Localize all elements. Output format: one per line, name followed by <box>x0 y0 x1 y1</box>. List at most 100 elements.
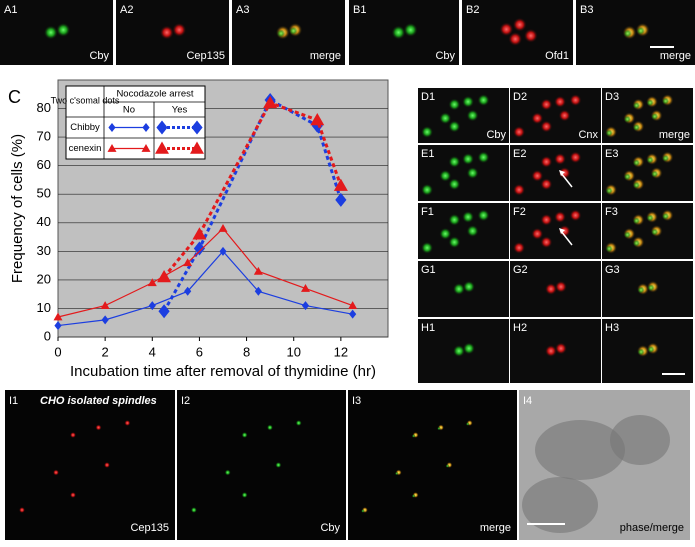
marker <box>301 301 310 311</box>
micrograph-spot <box>540 155 553 168</box>
micrograph-spot <box>623 173 631 181</box>
panel-label: G3 <box>605 264 620 276</box>
micrograph-spot <box>411 494 416 498</box>
micrograph-spot <box>646 99 654 107</box>
panel-label: H2 <box>513 322 527 334</box>
micrograph-spot <box>540 236 553 249</box>
micrograph-spot <box>276 29 286 38</box>
micrograph-spot <box>647 345 655 354</box>
panel-label: D1 <box>421 91 435 103</box>
marker <box>53 312 63 321</box>
micrograph <box>418 145 509 201</box>
micrograph <box>418 203 509 259</box>
spindle <box>610 415 670 465</box>
micrograph-spot <box>439 169 452 182</box>
micrograph-spot <box>53 469 59 476</box>
panel-label: D2 <box>513 91 527 103</box>
micrograph-spot <box>605 129 613 137</box>
micrograph-spot <box>661 212 670 220</box>
panel-label: F2 <box>513 206 526 218</box>
micrograph-spot <box>558 109 571 122</box>
panel-label: B2 <box>466 4 479 16</box>
marker <box>333 178 348 191</box>
panel-label: H1 <box>421 322 435 334</box>
legend-title: Two c'somal dots <box>51 95 120 105</box>
legend-marker <box>191 120 203 135</box>
stain-label: merge <box>660 50 691 62</box>
marker <box>254 286 262 296</box>
series-line <box>57 227 353 318</box>
legend-marker <box>190 141 204 154</box>
stain-label: Cby <box>486 129 506 141</box>
micrograph-spot <box>462 280 475 293</box>
marker <box>183 258 193 267</box>
micrograph-spot <box>632 181 641 189</box>
micrograph-spot <box>289 26 298 36</box>
panel-label: I4 <box>523 395 532 407</box>
micrograph-spot <box>190 507 197 513</box>
micrograph <box>602 145 693 201</box>
micrograph-spot <box>661 154 670 162</box>
micrograph-spot <box>421 183 434 196</box>
marker <box>184 286 192 296</box>
micrograph-spot <box>445 464 450 468</box>
micrograph-spot <box>477 151 490 164</box>
micrograph-spot <box>465 422 470 426</box>
micrograph-spot <box>421 126 434 138</box>
arrow-head <box>559 170 565 176</box>
micrograph-spot <box>266 424 273 431</box>
arrow <box>560 172 573 188</box>
panel-label: I3 <box>352 395 361 407</box>
micrograph-spot <box>95 424 102 431</box>
x-tick-label: 2 <box>102 344 109 359</box>
stain-label: merge <box>310 50 341 62</box>
micrograph <box>510 203 601 259</box>
micrograph-spot <box>394 471 399 476</box>
micrograph-spot <box>554 153 567 165</box>
y-tick-label: 70 <box>37 129 51 144</box>
legend-marker <box>142 123 150 132</box>
micrograph-spot <box>531 227 544 240</box>
micrograph-spot <box>558 225 571 237</box>
micrograph-spot <box>159 25 174 40</box>
micrograph <box>510 145 601 201</box>
micrograph-spot <box>646 214 654 222</box>
micrograph-spot <box>462 153 475 165</box>
micrograph-spot <box>554 280 567 293</box>
stain-label: Ofd1 <box>545 50 569 62</box>
panel-label: C <box>8 87 21 107</box>
stain-label: phase/merge <box>620 522 684 534</box>
legend-column: No <box>123 105 135 116</box>
marker <box>101 315 109 325</box>
micrograph-spot <box>439 112 452 125</box>
micrograph-spot <box>623 115 631 123</box>
stain-label: Cnx <box>578 129 598 141</box>
micrograph <box>418 88 509 143</box>
micrograph-spot <box>19 507 25 513</box>
legend-row: cenexin <box>69 143 102 154</box>
micrograph-spot <box>448 236 461 249</box>
x-tick-label: 0 <box>54 344 61 359</box>
legend-box <box>65 85 206 160</box>
panel-label: E1 <box>421 148 434 160</box>
micrograph-spot <box>508 32 523 46</box>
micrograph-spot <box>540 178 553 191</box>
micrograph-spot <box>632 123 641 132</box>
panel-label: F1 <box>421 206 434 218</box>
micrograph-spot <box>569 209 582 222</box>
arrow <box>560 230 573 246</box>
panel-label: B3 <box>580 4 593 16</box>
micrograph-spot <box>513 183 526 196</box>
micrograph-spot <box>466 167 479 179</box>
micrograph-spot <box>172 22 187 37</box>
micrograph <box>602 88 693 143</box>
spindle <box>535 420 625 480</box>
panel-label: I2 <box>181 395 190 407</box>
x-tick-label: 8 <box>243 344 250 359</box>
marker <box>310 112 325 126</box>
marker <box>192 227 207 240</box>
micrograph-spot <box>70 492 76 498</box>
panel-label: F3 <box>605 206 618 218</box>
y-tick-label: 50 <box>37 186 51 201</box>
